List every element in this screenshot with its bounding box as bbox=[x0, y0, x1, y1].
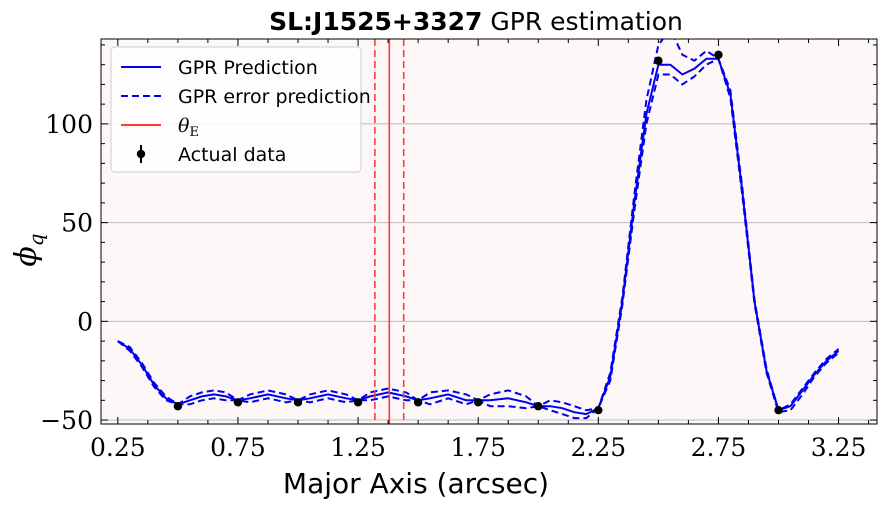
legend-label: GPR Prediction bbox=[178, 57, 318, 79]
legend-label: θE bbox=[178, 115, 199, 140]
data-point bbox=[473, 398, 483, 407]
legend-box bbox=[110, 46, 362, 173]
data-point bbox=[233, 398, 243, 407]
y-tick-label: 0 bbox=[77, 307, 93, 336]
plot-area: 0.25 0.75 1.25 1.75 2.25 2.75 3.25 −50 0 50 100 GPR… bbox=[40, 38, 878, 462]
chart-title-rest: GPR estimation bbox=[490, 7, 682, 36]
series-group bbox=[117, 39, 840, 420]
x-tick-label: 3.25 bbox=[811, 433, 867, 462]
chart-title-bold: SL:J1525+3327 bbox=[269, 7, 482, 36]
y-tick-label: 50 bbox=[61, 209, 93, 238]
x-tick-label: 1.25 bbox=[330, 433, 386, 462]
gpr-error-line bbox=[117, 57, 840, 420]
legend-label-sub: E bbox=[189, 125, 199, 140]
gpr-error-line bbox=[117, 39, 840, 412]
data-point bbox=[714, 50, 723, 59]
y-axis-label-sub: q bbox=[24, 233, 48, 246]
data-point bbox=[293, 398, 303, 407]
data-point bbox=[594, 405, 603, 415]
x-tick-label: 0.25 bbox=[90, 433, 146, 462]
axes-frame bbox=[100, 38, 878, 425]
x-tick-label: 1.75 bbox=[450, 433, 506, 462]
legend: GPR Prediction GPR error prediction θE Actu… bbox=[110, 46, 371, 173]
legend-label-main: θ bbox=[178, 115, 190, 137]
x-tick-label: 2.75 bbox=[691, 433, 747, 462]
x-axis-label: Major Axis (arcsec) bbox=[283, 467, 549, 500]
y-axis-label-main: ϕ bbox=[9, 246, 44, 266]
y-axis-label: ϕq bbox=[9, 233, 48, 266]
data-point bbox=[413, 398, 423, 407]
legend-label: GPR error prediction bbox=[178, 86, 371, 108]
x-tick-label: 0.75 bbox=[210, 433, 266, 462]
data-point bbox=[173, 402, 183, 411]
legend-label: Actual data bbox=[178, 144, 286, 166]
data-point bbox=[774, 405, 783, 415]
data-point bbox=[534, 402, 543, 411]
chart-title: SL:J1525+3327 GPR estimation bbox=[269, 7, 683, 36]
data-point bbox=[353, 398, 363, 407]
x-tick-label: 2.25 bbox=[570, 433, 626, 462]
legend-swatch-point bbox=[136, 149, 146, 159]
y-tick-label: −50 bbox=[40, 406, 93, 435]
data-point bbox=[654, 56, 663, 65]
y-tick-label: 100 bbox=[45, 110, 93, 139]
